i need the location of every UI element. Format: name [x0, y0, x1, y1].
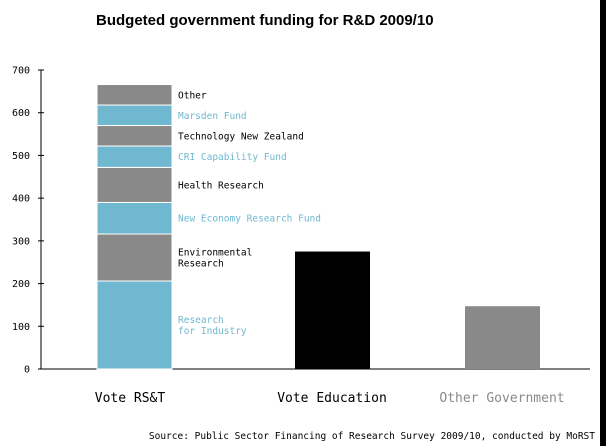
bar: [465, 306, 540, 369]
y-tick-label: 700: [12, 66, 30, 77]
segment-label: Research: [178, 259, 224, 270]
category-label: Vote RS&T: [95, 391, 166, 406]
segment-label: Other: [178, 90, 207, 101]
y-tick-label: 300: [12, 236, 30, 247]
y-tick-label: 600: [12, 108, 30, 119]
segment-label: Technology New Zealand: [178, 131, 304, 142]
segment-label: Health Research: [178, 180, 264, 191]
y-tick-label: 100: [12, 322, 30, 333]
bar-segment: [96, 145, 173, 168]
y-tick-label: 200: [12, 279, 30, 290]
bar-segment: [96, 233, 173, 282]
segment-label: Environmental: [178, 248, 252, 259]
segment-label: Marsden Fund: [178, 111, 247, 122]
chart-title: Budgeted government funding for R&D 2009…: [96, 12, 434, 29]
category-label: Other Government: [439, 391, 564, 406]
segment-label: for Industry: [178, 326, 247, 337]
bar-segment: [96, 125, 173, 147]
bar-segment: [96, 166, 173, 203]
segment-label: Research: [178, 315, 224, 326]
source-note: Source: Public Sector Financing of Resea…: [149, 431, 595, 442]
category-label: Vote Education: [277, 391, 387, 406]
bar: [295, 251, 370, 369]
segment-label: CRI Capability Fund: [178, 152, 287, 163]
y-tick-label: 500: [12, 151, 30, 162]
bars: [96, 84, 540, 370]
y-tick-label: 400: [12, 194, 30, 205]
bar-segment: [96, 104, 173, 127]
bar-segment: [96, 280, 173, 370]
segment-label: New Economy Research Fund: [178, 214, 321, 225]
category-labels: Vote RS&T Vote Education Other Government: [95, 391, 565, 406]
bar-segment: [96, 84, 173, 106]
bar-segment: [96, 201, 173, 235]
y-tick-label: 0: [24, 365, 30, 376]
